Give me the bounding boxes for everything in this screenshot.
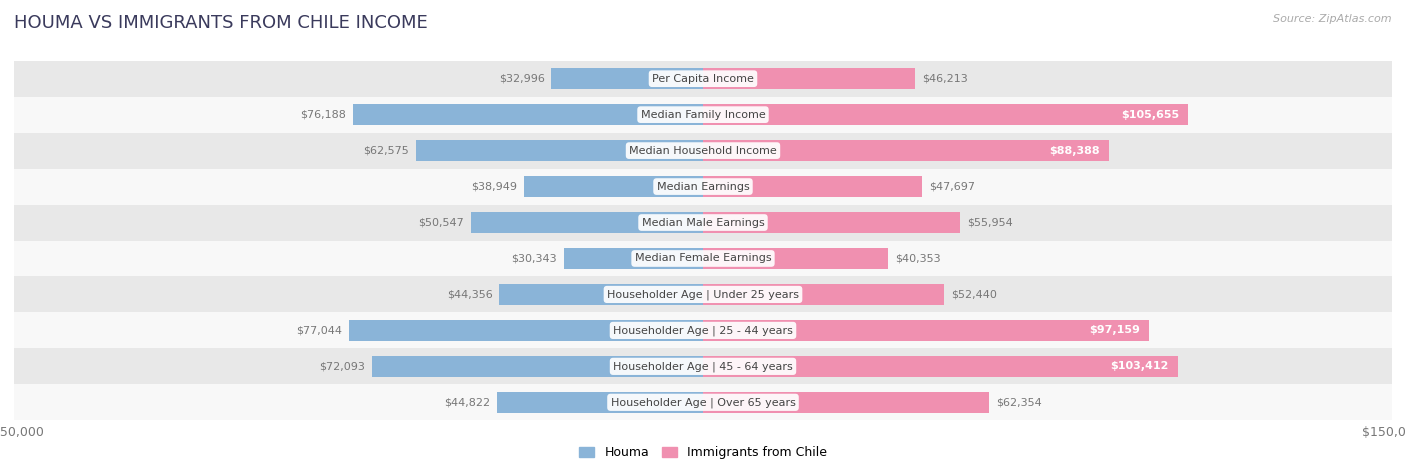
Text: Median Family Income: Median Family Income	[641, 110, 765, 120]
Text: $44,356: $44,356	[447, 290, 492, 299]
Bar	[703, 248, 889, 269]
Bar	[703, 104, 1188, 126]
Bar	[14, 169, 1392, 205]
Bar	[14, 133, 1392, 169]
Bar	[703, 68, 915, 90]
Text: Median Male Earnings: Median Male Earnings	[641, 218, 765, 227]
Text: Householder Age | Over 65 years: Householder Age | Over 65 years	[610, 397, 796, 408]
Bar	[371, 355, 703, 377]
Text: Per Capita Income: Per Capita Income	[652, 74, 754, 84]
Text: $52,440: $52,440	[950, 290, 997, 299]
Text: $77,044: $77,044	[297, 325, 342, 335]
Text: $50,547: $50,547	[418, 218, 464, 227]
Text: Median Female Earnings: Median Female Earnings	[634, 254, 772, 263]
Bar	[564, 248, 703, 269]
Bar	[524, 176, 703, 198]
Bar	[703, 391, 990, 413]
Bar	[703, 319, 1149, 341]
Bar	[14, 205, 1392, 241]
Bar	[14, 61, 1392, 97]
Bar	[14, 384, 1392, 420]
Bar	[14, 312, 1392, 348]
Bar	[471, 212, 703, 234]
Bar	[499, 283, 703, 305]
Text: HOUMA VS IMMIGRANTS FROM CHILE INCOME: HOUMA VS IMMIGRANTS FROM CHILE INCOME	[14, 14, 427, 32]
Text: $55,954: $55,954	[967, 218, 1012, 227]
Bar	[14, 348, 1392, 384]
Text: $76,188: $76,188	[301, 110, 346, 120]
Bar	[353, 104, 703, 126]
Bar	[349, 319, 703, 341]
Text: $40,353: $40,353	[896, 254, 941, 263]
Bar	[703, 176, 922, 198]
Text: $46,213: $46,213	[922, 74, 967, 84]
Text: $88,388: $88,388	[1049, 146, 1099, 156]
Text: $32,996: $32,996	[499, 74, 544, 84]
Text: $47,697: $47,697	[929, 182, 974, 191]
Text: Householder Age | 25 - 44 years: Householder Age | 25 - 44 years	[613, 325, 793, 336]
Bar	[703, 283, 943, 305]
Bar	[703, 140, 1109, 162]
Bar	[14, 241, 1392, 276]
Bar	[551, 68, 703, 90]
Text: $44,822: $44,822	[444, 397, 491, 407]
Text: $72,093: $72,093	[319, 361, 366, 371]
Bar	[14, 97, 1392, 133]
Bar	[703, 212, 960, 234]
Bar	[416, 140, 703, 162]
Text: $97,159: $97,159	[1090, 325, 1140, 335]
Text: $105,655: $105,655	[1121, 110, 1180, 120]
Text: $30,343: $30,343	[512, 254, 557, 263]
Text: $62,575: $62,575	[363, 146, 409, 156]
Text: $62,354: $62,354	[997, 397, 1042, 407]
Bar	[498, 391, 703, 413]
Text: Householder Age | Under 25 years: Householder Age | Under 25 years	[607, 289, 799, 300]
Text: $38,949: $38,949	[471, 182, 517, 191]
Text: Median Household Income: Median Household Income	[628, 146, 778, 156]
Text: Median Earnings: Median Earnings	[657, 182, 749, 191]
Bar	[703, 355, 1178, 377]
Text: Householder Age | 45 - 64 years: Householder Age | 45 - 64 years	[613, 361, 793, 372]
Text: Source: ZipAtlas.com: Source: ZipAtlas.com	[1274, 14, 1392, 24]
Bar	[14, 276, 1392, 312]
Text: $103,412: $103,412	[1111, 361, 1168, 371]
Legend: Houma, Immigrants from Chile: Houma, Immigrants from Chile	[575, 441, 831, 464]
